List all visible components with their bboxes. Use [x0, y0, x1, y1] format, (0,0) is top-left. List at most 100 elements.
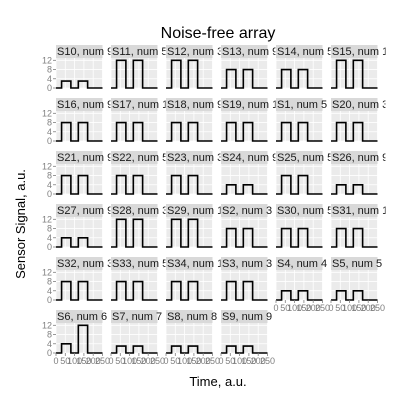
series-line	[56, 80, 103, 89]
facet-strip-label: S30, num 5	[277, 205, 333, 217]
facet-strip-label: S18, num 9	[167, 99, 223, 111]
facet-panel: S12, num 3	[165, 45, 223, 89]
facet-strip	[56, 257, 103, 270]
facet-strip-label: S12, num 3	[167, 46, 223, 58]
facet-plot-area	[56, 58, 103, 88]
facet-panel: S13, num 9	[220, 45, 276, 89]
facet-panel: S22, num 5	[110, 151, 168, 195]
x-tick-label: 0	[163, 356, 168, 366]
facet-panel: S34, num 1	[165, 257, 223, 301]
facet-strip	[166, 204, 213, 217]
y-tick-label: 4	[47, 233, 52, 243]
facet-plot-area	[221, 58, 268, 88]
facet-strip-label: S16, num 9	[57, 99, 113, 111]
x-tick-label: 100	[177, 356, 192, 366]
facet-strip	[56, 98, 103, 111]
x-tick-label: 150	[351, 303, 366, 313]
facet-plot-area	[276, 164, 323, 194]
facet-plot-area	[166, 217, 213, 247]
facet-strip	[276, 257, 323, 270]
series-line	[331, 183, 378, 195]
facet-strip-label: S10, num 9	[57, 46, 113, 58]
y-tick-label: 8	[47, 65, 52, 75]
series-line	[111, 121, 158, 142]
facet-strip-label: S22, num 5	[112, 152, 168, 164]
facet-strip-label: S32, num 3	[57, 258, 113, 270]
series-line	[276, 68, 323, 89]
facet-plot-area	[166, 164, 213, 194]
series-line	[111, 174, 158, 195]
facet-strip	[166, 98, 213, 111]
series-line	[111, 59, 158, 89]
series-line	[56, 174, 103, 195]
x-tick-label: 50	[335, 303, 345, 313]
facet-strip	[276, 98, 323, 111]
x-tick-label: 100	[122, 356, 137, 366]
facet-strip	[276, 204, 323, 217]
x-tick-label: 50	[115, 356, 125, 366]
facet-strip	[221, 310, 268, 323]
facet-panel: S19, num 1	[220, 98, 276, 142]
facet-strip-label: S34, num 1	[167, 258, 223, 270]
facet-strip-label: S24, num 9	[222, 152, 278, 164]
facet-plot-area	[166, 111, 213, 141]
facet-strip-label: S5, num 5	[332, 258, 382, 270]
facet-plot-area	[331, 164, 378, 194]
series-line	[111, 218, 158, 248]
facet-plot-area	[56, 270, 103, 300]
y-tick-label: 4	[47, 339, 52, 349]
y-tick-label: 4	[47, 74, 52, 84]
facet-strip	[56, 204, 103, 217]
facet-plot-area	[276, 270, 323, 300]
facet-panel: S23, num 3	[165, 151, 221, 195]
facet-strip-label: S17, num 1	[112, 99, 168, 111]
facet-panel: S2, num 3	[220, 204, 272, 248]
facet-panel: S26, num 9	[330, 151, 388, 195]
facet-strip-label: S25, num 5	[277, 152, 333, 164]
facet-panel: S15, num 15	[330, 45, 386, 89]
facet-strip-label: S26, num 9	[332, 152, 388, 164]
y-tick-label: 4	[47, 127, 52, 137]
x-tick-label: 250	[370, 303, 385, 313]
facet-plot-area	[111, 217, 158, 247]
facet-strip-label: S8, num 8	[167, 311, 217, 323]
series-line	[56, 280, 103, 301]
series-line	[166, 174, 213, 195]
x-axis-title: Time, a.u.	[189, 374, 246, 389]
facet-plot-area	[56, 164, 103, 194]
facet-plot-area	[221, 217, 268, 247]
series-line	[276, 227, 323, 248]
series-line	[56, 121, 103, 142]
facet-plot-area	[56, 111, 103, 141]
facet-strip-label: S20, num 3	[332, 99, 388, 111]
series-line	[221, 280, 268, 301]
series-line	[111, 280, 158, 301]
facet-strip	[276, 151, 323, 164]
facet-plot-area	[56, 323, 103, 353]
facet-panel: S17, num 1	[110, 98, 168, 142]
x-tick-label: 50	[280, 303, 290, 313]
facet-plot-area	[111, 164, 158, 194]
x-tick-label: 200	[141, 356, 156, 366]
y-tick-label: 12	[42, 267, 52, 277]
facet-panel: S24, num 9	[220, 151, 278, 195]
x-tick-label: 150	[131, 356, 146, 366]
facet-panel: S11, num 5	[110, 45, 166, 89]
facet-strip	[221, 204, 268, 217]
facet-strip	[111, 204, 158, 217]
series-line	[221, 183, 268, 195]
y-tick-label: 8	[47, 224, 52, 234]
facet-strip-label: S21, num 9	[57, 152, 113, 164]
series-line	[331, 227, 378, 248]
x-tick-label: 50	[60, 356, 70, 366]
facet-strip-label: S27, num 9	[57, 205, 113, 217]
facet-strip	[331, 45, 378, 58]
